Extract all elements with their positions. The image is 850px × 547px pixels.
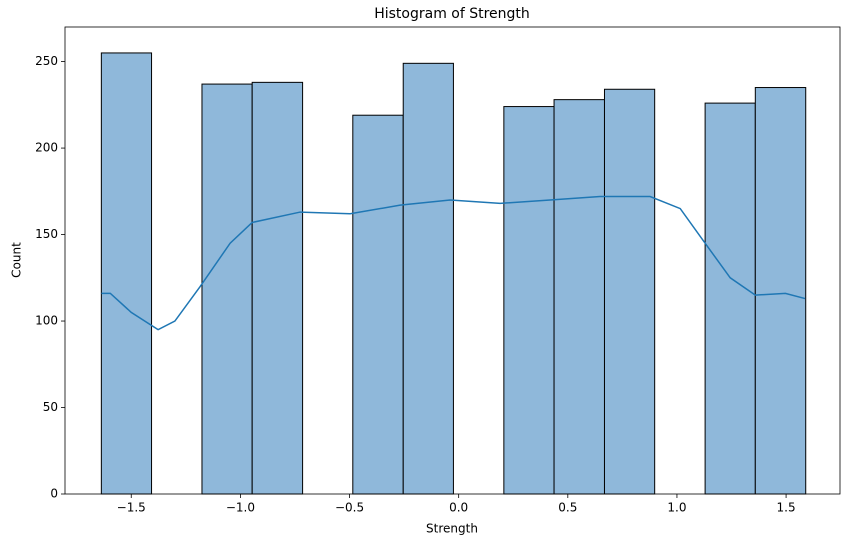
plot-frame — [64, 26, 841, 495]
bar — [603, 88, 656, 495]
y-tick-label: 50 — [43, 400, 58, 414]
y-tick-label: 150 — [35, 227, 58, 241]
x-tick-label: −1.0 — [226, 501, 255, 515]
x-tick-label: 0.0 — [449, 501, 468, 515]
bar — [201, 83, 253, 495]
kde-line — [101, 195, 806, 331]
x-tick-label: 1.5 — [777, 501, 796, 515]
x-axis-label: Strength — [426, 522, 478, 536]
chart-title: Histogram of Strength — [374, 6, 530, 22]
x-tick-label: −1.5 — [117, 501, 146, 515]
y-axis-label: Count — [10, 242, 24, 278]
y-tick-label: 250 — [35, 54, 58, 68]
y-tick-label: 100 — [35, 314, 58, 328]
bar — [553, 99, 605, 495]
x-tick-label: −0.5 — [335, 501, 364, 515]
x-tick-label: 1.0 — [667, 501, 686, 515]
y-tick-label: 0 — [50, 487, 58, 501]
bar — [251, 81, 304, 495]
bar — [754, 87, 807, 495]
bar — [100, 52, 153, 495]
bar — [704, 102, 756, 495]
x-tick-label: 0.5 — [558, 501, 577, 515]
bar — [402, 62, 454, 495]
y-tick-label: 200 — [35, 141, 58, 155]
bar — [352, 114, 404, 495]
bar — [503, 106, 555, 495]
